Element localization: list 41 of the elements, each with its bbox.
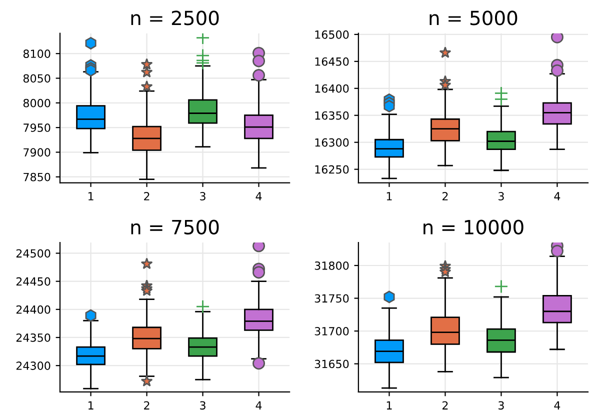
- y-tick-label: 31650: [314, 360, 349, 368]
- x-tick-label: 2: [144, 401, 150, 410]
- x-tick-label: 4: [256, 401, 262, 410]
- x-tick-label: 2: [442, 192, 448, 200]
- x-tick-label: 2: [144, 192, 150, 200]
- x-tick-label: 3: [200, 192, 206, 200]
- x-tick-label: 4: [256, 192, 262, 200]
- chart-title: n = 5000: [430, 10, 518, 26]
- y-tick-label: 7850: [24, 172, 50, 182]
- y-tick-label: 24400: [16, 305, 50, 314]
- x-tick-label: 3: [498, 192, 504, 200]
- x-tick-label: 4: [554, 192, 560, 200]
- y-tick-label: 8100: [23, 50, 50, 58]
- y-tick-label: 16350: [315, 111, 349, 120]
- y-tick-label: 24300: [16, 362, 50, 370]
- x-tick-label: 1: [88, 401, 94, 410]
- chart-title: n = 7500: [131, 220, 219, 234]
- y-tick-label: 7900: [24, 148, 50, 157]
- y-tick-label: 16500: [315, 30, 349, 39]
- x-tick-label: 3: [498, 401, 504, 410]
- x-tick-label: 3: [200, 401, 206, 410]
- y-tick-label: 7950: [24, 124, 50, 132]
- y-tick-label: 16300: [315, 138, 349, 147]
- x-tick-label: 2: [442, 401, 448, 410]
- y-tick-label: 16450: [315, 57, 349, 66]
- chart-title: n = 2500: [131, 10, 219, 26]
- x-tick-label: 1: [386, 401, 392, 410]
- x-tick-label: 4: [554, 401, 560, 410]
- y-tick-label: 24450: [16, 277, 50, 286]
- chart-title: n = 10000: [424, 220, 524, 234]
- y-tick-label: 31700: [314, 327, 349, 336]
- y-tick-label: 31750: [314, 294, 349, 303]
- y-tick-label: 24500: [16, 249, 50, 258]
- y-tick-label: 8050: [23, 74, 50, 83]
- y-tick-label: 24350: [16, 333, 50, 342]
- x-tick-label: 1: [386, 192, 392, 200]
- y-tick-label: 31800: [314, 261, 349, 270]
- y-tick-label: 8000: [23, 98, 50, 108]
- y-tick-label: 16400: [315, 84, 349, 93]
- x-tick-label: 1: [88, 192, 94, 200]
- y-tick-label: 16250: [315, 165, 349, 174]
